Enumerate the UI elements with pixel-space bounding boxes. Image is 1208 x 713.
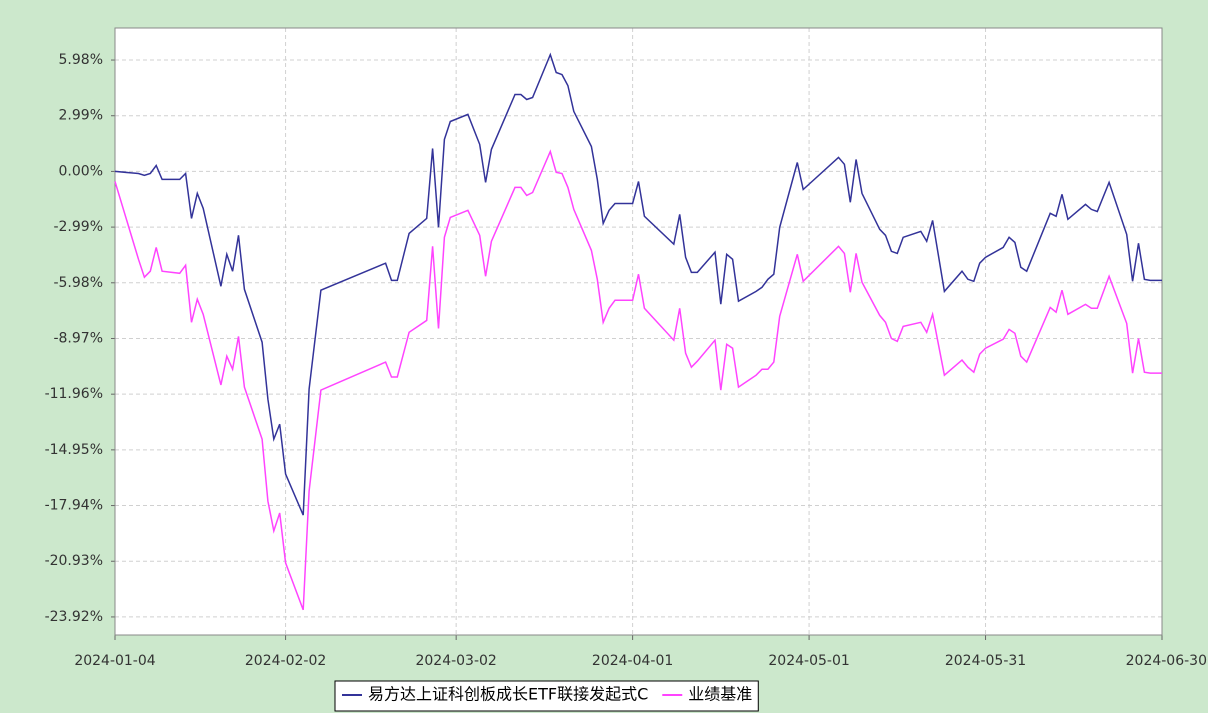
- y-tick-label: 0.00%: [59, 163, 103, 179]
- x-tick-label: 2024-04-01: [592, 653, 673, 669]
- y-tick-label: -5.98%: [53, 275, 103, 291]
- y-tick-label: -20.93%: [45, 553, 103, 569]
- y-tick-label: 2.99%: [59, 108, 103, 124]
- x-tick-label: 2024-05-01: [768, 653, 849, 669]
- legend-label: 易方达上证科创板成长ETF联接发起式C: [368, 685, 648, 704]
- plot-border: [114, 27, 1163, 636]
- y-tick-label: -23.92%: [45, 609, 103, 625]
- plot-area: [115, 28, 1162, 635]
- x-tick-label: 2024-01-04: [74, 653, 155, 669]
- y-tick-label: 5.98%: [59, 52, 103, 68]
- series-line: [114, 52, 1162, 516]
- x-tick-label: 2024-05-31: [945, 653, 1026, 669]
- y-tick-label: -8.97%: [53, 330, 103, 346]
- legend-box: [334, 680, 759, 712]
- x-tick-label: 2024-03-02: [415, 653, 496, 669]
- legend-label: 业绩基准: [688, 685, 752, 704]
- y-tick-label: -17.94%: [45, 498, 103, 514]
- x-tick-label: 2024-06-30: [1126, 653, 1207, 669]
- y-tick-label: -14.95%: [45, 442, 103, 458]
- x-tick-label: 2024-02-02: [245, 653, 326, 669]
- series-line: [114, 149, 1162, 611]
- y-tick-label: -11.96%: [45, 386, 103, 402]
- legend: 易方达上证科创板成长ETF联接发起式C 业绩基准: [334, 680, 759, 712]
- y-tick-label: -2.99%: [53, 219, 103, 235]
